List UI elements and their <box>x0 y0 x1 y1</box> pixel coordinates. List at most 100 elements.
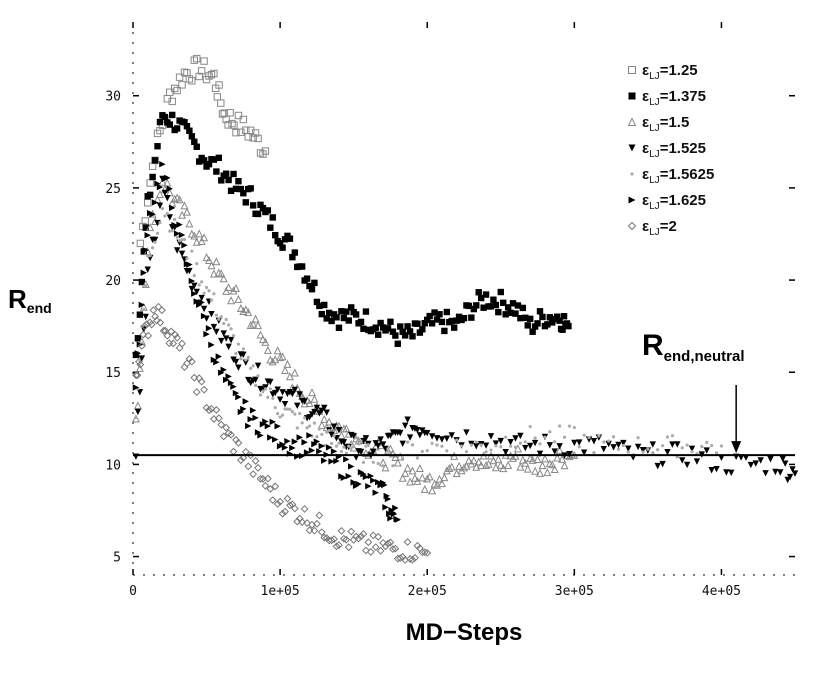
point-dot <box>246 355 250 359</box>
point-dot <box>401 456 405 460</box>
point-square-filled <box>384 325 392 332</box>
point-dot <box>513 445 518 449</box>
point-triangle-down <box>406 434 414 441</box>
point-square-open <box>200 57 208 65</box>
point-square-filled <box>237 185 245 193</box>
point-triangle-right <box>151 199 159 206</box>
point-triangle-down <box>220 330 227 337</box>
point-triangle-right <box>247 416 254 423</box>
point-square-filled <box>276 240 284 247</box>
point-triangle-down <box>188 285 196 293</box>
point-triangle-right <box>254 429 262 436</box>
point-triangle-right <box>384 495 392 503</box>
point-triangle-right <box>386 510 393 517</box>
annotation-main: R <box>642 329 664 362</box>
data-points <box>131 54 799 564</box>
point-triangle-down <box>399 440 406 447</box>
point-square-filled <box>397 323 404 330</box>
point-triangle-right <box>372 489 379 496</box>
point-diamond-open <box>180 363 189 372</box>
series-2 <box>132 302 432 564</box>
point-dot <box>142 307 146 312</box>
point-triangle-open <box>540 454 549 463</box>
point-dot <box>504 435 508 439</box>
point-dot <box>244 358 248 362</box>
point-triangle-right <box>262 418 269 425</box>
point-dot <box>134 415 138 420</box>
point-diamond-open <box>310 526 319 535</box>
point-triangle-right <box>227 379 235 387</box>
point-square-filled <box>272 231 279 239</box>
point-triangle-open <box>133 401 142 410</box>
point-triangle-right <box>142 246 149 254</box>
point-triangle-down <box>463 429 470 436</box>
point-triangle-open <box>320 414 329 423</box>
point-diamond-open <box>276 497 285 506</box>
legend-epsilon: ε <box>642 88 649 105</box>
point-triangle-down <box>379 441 387 448</box>
point-diamond-open <box>335 541 343 549</box>
point-square-open <box>166 88 174 96</box>
legend-sub: LJ <box>649 123 660 134</box>
point-triangle-down <box>186 267 193 275</box>
point-square-filled <box>311 279 318 287</box>
point-diamond-open <box>156 318 165 327</box>
point-diamond-open <box>261 481 270 490</box>
point-square-filled <box>259 204 267 212</box>
point-triangle-down <box>142 313 149 321</box>
point-triangle-down <box>428 433 436 440</box>
point-diamond-open <box>133 371 142 380</box>
point-triangle-open <box>146 223 155 232</box>
point-triangle-right <box>208 341 215 349</box>
point-diamond-open <box>374 532 383 541</box>
point-diamond-open <box>175 343 184 352</box>
point-square-filled <box>146 191 154 199</box>
point-triangle-open <box>271 355 280 364</box>
point-dot <box>425 449 429 453</box>
annotation-label: Rend,neutral <box>642 329 745 365</box>
point-dot <box>253 383 258 387</box>
point-triangle-open <box>256 330 265 339</box>
point-triangle-down <box>240 351 247 359</box>
point-dot <box>455 438 459 442</box>
point-dot <box>499 445 503 449</box>
point-dot <box>285 407 290 411</box>
point-square-open <box>136 239 145 248</box>
point-dot <box>266 395 270 399</box>
point-diamond-open <box>234 438 243 447</box>
point-dot <box>185 257 189 261</box>
point-triangle-open <box>550 464 559 474</box>
point-square-filled <box>338 308 345 315</box>
point-triangle-down <box>502 449 509 456</box>
point-dot <box>661 444 665 448</box>
point-square-filled <box>524 322 531 329</box>
point-triangle-down <box>777 469 784 476</box>
point-square-filled <box>628 92 636 100</box>
point-square-filled <box>372 324 379 331</box>
legend-epsilon: ε <box>642 140 649 157</box>
point-dot <box>204 285 209 290</box>
point-dot <box>376 461 380 466</box>
point-square-filled <box>227 187 235 195</box>
series-1525 <box>132 175 799 484</box>
point-triangle-down <box>330 423 338 430</box>
point-triangle-open <box>158 177 167 186</box>
point-triangle-down <box>703 447 710 454</box>
point-triangle-down <box>625 445 632 452</box>
point-square-filled <box>205 160 213 168</box>
point-triangle-right <box>232 389 240 397</box>
point-triangle-down <box>397 429 404 437</box>
point-triangle-open <box>254 321 263 330</box>
point-square-open <box>226 109 234 117</box>
point-triangle-down <box>370 448 377 456</box>
point-triangle-open <box>509 453 518 462</box>
point-square-filled <box>527 315 534 323</box>
point-triangle-open <box>442 466 451 475</box>
point-square-filled <box>475 289 482 296</box>
point-diamond-open <box>219 432 228 441</box>
point-dot <box>160 206 165 211</box>
point-triangle-right <box>200 312 208 320</box>
point-square-filled <box>436 311 443 318</box>
point-triangle-open <box>305 398 314 407</box>
point-square-filled <box>222 170 230 177</box>
